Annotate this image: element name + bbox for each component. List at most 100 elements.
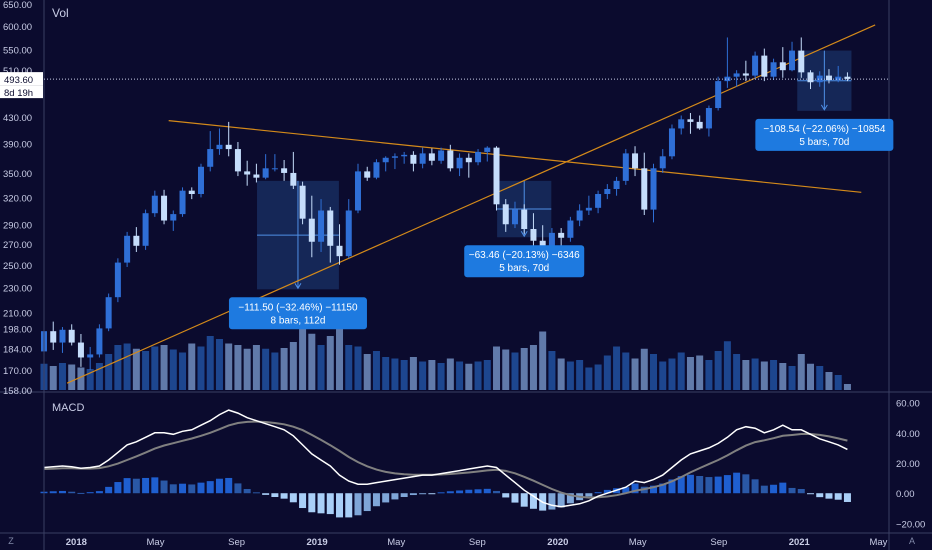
macd-histogram-bar — [502, 493, 510, 498]
volume-bar — [179, 352, 187, 390]
macd-histogram-bar — [215, 478, 223, 494]
macd-histogram-bar — [234, 483, 242, 494]
candle-body — [678, 119, 685, 129]
price-tick-label: 250.00 — [3, 261, 32, 272]
macd-histogram-bar — [797, 488, 805, 494]
candle-body — [345, 210, 352, 257]
volume-bar — [714, 351, 722, 390]
volume-bar — [843, 384, 851, 390]
macd-histogram-bar — [68, 491, 76, 494]
volume-bar — [631, 358, 639, 390]
price-tick-label: 184.00 — [3, 344, 32, 355]
volume-bar — [95, 363, 103, 390]
macd-histogram-bar — [419, 493, 427, 495]
macd-histogram-bar — [400, 493, 408, 497]
candle-body — [354, 171, 361, 211]
countdown-label: 8d 19h — [4, 88, 33, 99]
candle-body — [244, 171, 251, 175]
candle-body — [105, 297, 112, 329]
candle-body — [170, 214, 177, 221]
measure-label-line2: 5 bars, 70d — [499, 263, 549, 274]
candle-body — [151, 195, 158, 214]
candle-body — [585, 207, 592, 211]
macd-histogram-bar — [372, 493, 380, 507]
macd-histogram-bar — [714, 476, 722, 494]
volume-bar — [566, 361, 574, 390]
macd-histogram-bar — [271, 493, 279, 497]
time-tick-label: 2018 — [66, 537, 87, 548]
candle-body — [807, 72, 814, 83]
candle-body — [87, 354, 94, 358]
macd-histogram-bar — [788, 487, 796, 494]
auto-scale-button[interactable]: A — [908, 536, 915, 546]
candle-body — [428, 153, 435, 161]
volume-bar — [391, 358, 399, 390]
candle-body — [197, 166, 204, 195]
volume-bar — [345, 345, 353, 390]
candle-body — [613, 180, 620, 190]
volume-bar — [234, 345, 242, 390]
candle-body — [373, 162, 380, 178]
price-tick-label: 320.00 — [3, 193, 32, 204]
candle-body — [844, 76, 851, 79]
measure-label-line2: 5 bars, 70d — [799, 137, 849, 148]
candle-body — [816, 75, 823, 83]
macd-histogram-bar — [825, 493, 833, 499]
volume-bar — [686, 357, 694, 390]
macd-histogram-bar — [188, 484, 196, 494]
volume-bar — [58, 363, 66, 390]
macd-histogram-bar — [105, 486, 113, 494]
volume-bar — [354, 346, 362, 390]
macd-histogram-bar — [179, 483, 187, 494]
macd-tick-label: 0.00 — [896, 489, 915, 500]
macd-histogram-bar — [751, 479, 759, 494]
trendlines[interactable] — [66, 24, 876, 384]
macd-histogram-bar — [437, 492, 445, 494]
candle-body — [50, 331, 57, 343]
candle-body — [567, 220, 574, 238]
macd-histogram-bar — [206, 481, 214, 494]
macd-histogram-bar — [566, 493, 574, 504]
volume-bar — [280, 348, 288, 390]
macd-histogram-bar — [326, 493, 334, 515]
volume-bar — [576, 360, 584, 390]
volume-bar — [723, 341, 731, 390]
trendline — [168, 120, 862, 193]
volume-bar — [807, 363, 815, 390]
measure-label-line2: 8 bars, 112d — [271, 315, 326, 326]
measure-label-box — [755, 118, 894, 151]
volume-bar — [437, 363, 445, 390]
macd-histogram-bar — [363, 493, 371, 512]
candle-body — [511, 209, 518, 225]
volume-bar — [834, 375, 842, 390]
price-tick-label: 270.00 — [3, 240, 32, 251]
volume-bar — [289, 342, 297, 390]
candle-body — [659, 156, 666, 169]
candle-body — [696, 121, 703, 129]
price-tick-label: 650.00 — [3, 0, 32, 11]
volume-bar — [49, 366, 57, 390]
candle-body — [114, 262, 121, 298]
volume-bar — [696, 355, 704, 390]
candle-body — [124, 235, 131, 263]
price-tick-label: 390.00 — [3, 139, 32, 150]
candle-body — [262, 168, 269, 178]
candlesticks[interactable] — [41, 37, 851, 371]
candle-body — [382, 157, 389, 163]
candle-body — [595, 194, 602, 208]
volume-bar — [594, 364, 602, 390]
candle-body — [475, 151, 482, 163]
volume-bar — [105, 354, 113, 390]
candle-body — [705, 108, 712, 129]
macd-histogram-bar — [770, 484, 778, 494]
zoom-button[interactable]: Z — [8, 536, 14, 546]
candle-body — [761, 55, 768, 77]
candle-body — [410, 154, 417, 164]
candle-body — [59, 329, 66, 343]
macd-histogram-bar — [252, 492, 260, 494]
candle-body — [234, 149, 241, 172]
candle-body — [650, 168, 657, 210]
macd-tick-label: 60.00 — [896, 399, 920, 410]
volume-bar — [363, 354, 371, 390]
